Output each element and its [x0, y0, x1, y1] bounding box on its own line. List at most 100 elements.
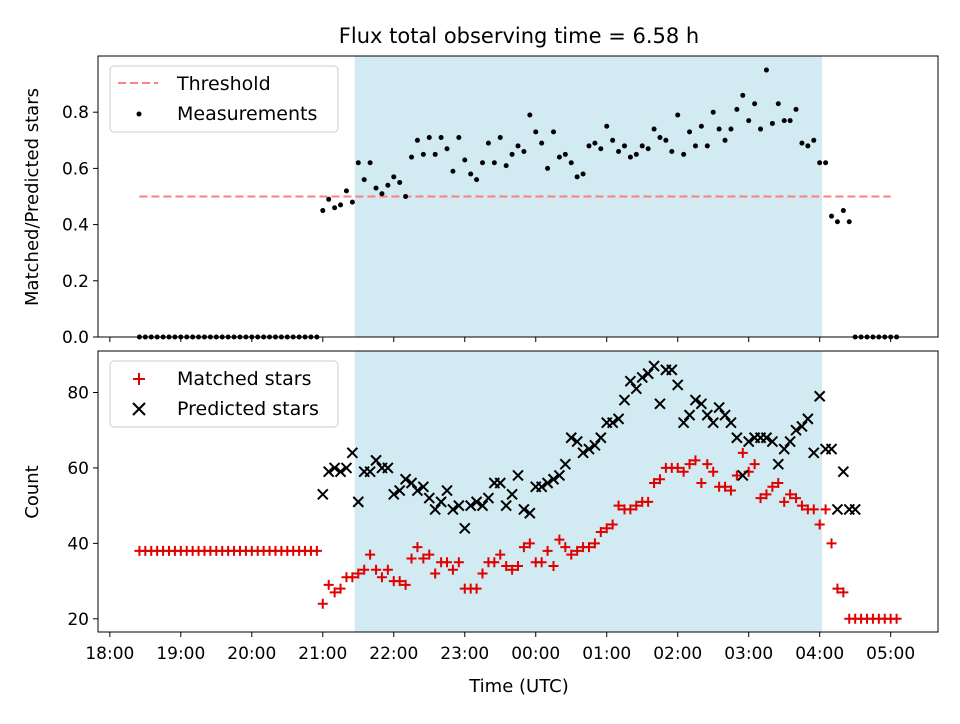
x-tick-label: 18:00	[85, 644, 134, 664]
predicted-star-point	[796, 420, 808, 433]
matched-star-point	[418, 553, 429, 564]
measurement-point	[692, 143, 698, 149]
predicted-star-point	[784, 435, 796, 448]
predicted-star-point	[618, 394, 631, 406]
matched-star-point	[347, 572, 358, 583]
measurement-point	[728, 126, 734, 132]
predicted-star-point	[393, 484, 406, 497]
predicted-star-point	[494, 477, 506, 489]
predicted-star-point	[630, 383, 643, 395]
measurement-point	[545, 165, 551, 171]
measurement-point	[775, 101, 781, 107]
measurement-point	[840, 208, 846, 214]
x-tick-label: 20:00	[227, 644, 276, 664]
predicted-star-point	[648, 360, 660, 372]
x-tick-label: 19:00	[156, 644, 205, 664]
matched-star-point	[359, 564, 370, 575]
measurement-point	[480, 160, 486, 166]
measurement-point	[497, 134, 503, 140]
measurement-point	[550, 129, 556, 135]
predicted-star-point	[506, 488, 518, 501]
measurement-point	[320, 208, 326, 214]
measurement-point	[391, 174, 397, 180]
x-tick-label: 03:00	[724, 644, 773, 664]
matched-star-point	[891, 613, 902, 624]
matched-star-point	[720, 481, 731, 492]
measurement-point	[503, 163, 509, 169]
matched-star-point	[335, 583, 346, 594]
predicted-star-point	[405, 477, 418, 489]
measurement-point	[734, 106, 740, 112]
measurement-point	[515, 143, 521, 149]
measurement-point	[710, 109, 716, 115]
measurement-point	[616, 149, 622, 155]
bottom-y-axis: 20 40 60 80	[67, 383, 98, 630]
measurement-point	[781, 118, 787, 124]
legend-predicted-label: Predicted stars	[177, 398, 319, 420]
measurement-point	[361, 177, 367, 183]
matched-star-point	[477, 568, 488, 579]
measurement-point	[373, 185, 379, 191]
x-tick-label: 04:00	[795, 644, 844, 664]
matched-star-point	[755, 493, 766, 504]
matched-star-point	[365, 549, 376, 560]
predicted-star-point	[388, 488, 400, 501]
predicted-star-point	[778, 443, 790, 455]
matched-star-point	[820, 504, 831, 515]
bottom-legend: Matched stars Predicted stars	[109, 360, 339, 428]
measurement-point	[379, 191, 385, 197]
x-axis-label: Time (UTC)	[468, 676, 569, 697]
predicted-star-point	[642, 367, 654, 380]
measurement-point	[414, 137, 420, 143]
predicted-star-point	[624, 375, 637, 387]
predicted-star-point	[364, 465, 376, 478]
predicted-star-point	[500, 499, 512, 512]
top-y-tick-label: 0.8	[62, 103, 89, 123]
measurement-point	[604, 123, 610, 129]
measurement-point	[409, 154, 415, 160]
matched-star-point	[394, 576, 405, 587]
bottom-legend-box	[109, 360, 339, 428]
bottom-y-axis-label: Count	[22, 465, 43, 518]
matched-star-point	[767, 481, 778, 492]
measurement-point	[639, 143, 645, 149]
predicted-star-point	[742, 435, 755, 448]
measurement-point	[627, 154, 633, 160]
matched-star-point	[518, 542, 529, 553]
matched-star-point	[690, 455, 701, 466]
predicted-star-point	[583, 443, 595, 455]
matched-star-point	[654, 474, 665, 485]
measurement-point	[444, 146, 450, 152]
x-tick-label: 02:00	[653, 644, 702, 664]
measurement-point	[823, 160, 829, 166]
predicted-star-point	[719, 409, 731, 421]
bottom-panel: 20 40 60 80 18:00 19:00 20:00 21:00 22:00 23:00 0…	[22, 350, 939, 697]
chart-title: Flux total observing time = 6.58 h	[339, 24, 699, 48]
legend-matched-label: Matched stars	[177, 368, 311, 390]
measurement-point	[598, 146, 604, 152]
measurement-point	[657, 134, 663, 140]
predicted-star-point	[334, 465, 347, 478]
bottom-observing-window	[354, 351, 823, 632]
predicted-star-point	[589, 439, 601, 452]
matched-star-point	[501, 560, 512, 571]
measurement-point	[462, 157, 468, 163]
predicted-star-point	[772, 458, 784, 470]
matched-star-point	[400, 579, 411, 590]
measurement-point	[562, 151, 568, 157]
matched-star-point	[536, 557, 547, 568]
matched-star-point	[773, 478, 784, 489]
predicted-star-point	[459, 522, 471, 534]
predicted-star-point	[518, 503, 530, 516]
matched-star-point	[832, 583, 843, 594]
matched-star-point	[447, 564, 458, 575]
measurement-point	[669, 149, 675, 155]
x-tick-label: 22:00	[369, 644, 418, 664]
matched-star-point	[554, 534, 565, 545]
measurement-point	[580, 171, 586, 177]
predicted-star-point	[713, 401, 725, 414]
predicted-star-point	[535, 481, 548, 493]
predicted-star-point	[317, 488, 329, 501]
measurement-point	[758, 126, 764, 132]
